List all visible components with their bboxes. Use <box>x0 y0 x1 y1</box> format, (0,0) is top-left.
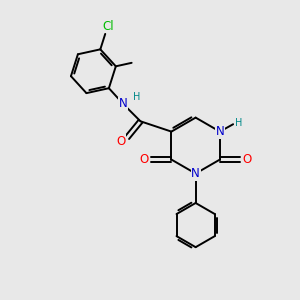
Text: O: O <box>242 153 252 166</box>
Text: H: H <box>133 92 140 102</box>
Text: N: N <box>118 97 127 110</box>
Text: N: N <box>215 125 224 138</box>
Text: H: H <box>235 118 242 128</box>
Text: N: N <box>191 167 200 180</box>
Text: Cl: Cl <box>102 20 113 33</box>
Text: O: O <box>140 153 149 166</box>
Text: O: O <box>116 134 125 148</box>
